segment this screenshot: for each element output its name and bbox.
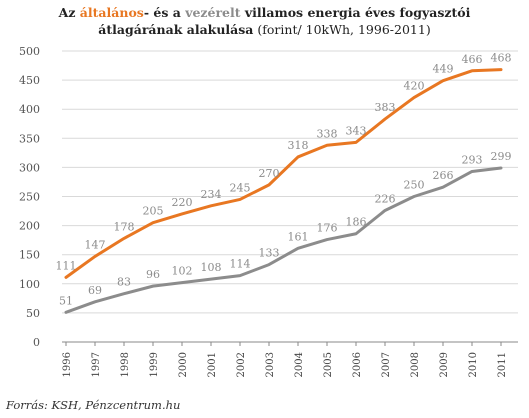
title-part2: - és a [143, 5, 186, 20]
data-label-vezerelt-2000: 102 [172, 265, 193, 278]
x-tick-label-2002: 2002 [236, 352, 247, 377]
y-tick-label-150: 150 [19, 249, 40, 262]
data-label-altalanos-2001: 234 [201, 188, 222, 201]
chart-title: Az általános- és a vezérelt villamos ene… [0, 4, 529, 38]
data-label-altalanos-1998: 178 [114, 220, 135, 233]
x-tick-label-2001: 2001 [207, 352, 218, 377]
data-label-altalanos-1996: 111 [56, 259, 77, 272]
data-label-vezerelt-2007: 226 [375, 192, 396, 205]
x-tick-label-2007: 2007 [381, 352, 392, 377]
data-label-altalanos-1999: 205 [143, 205, 164, 218]
data-label-altalanos-2002: 245 [230, 181, 251, 194]
title-highlight-vezerelt: vezérelt [185, 5, 241, 20]
x-tick-label-1998: 1998 [120, 352, 131, 377]
x-tick-label-2009: 2009 [439, 352, 450, 377]
data-label-vezerelt-2001: 108 [201, 261, 222, 274]
data-label-vezerelt-2003: 133 [259, 247, 280, 260]
series-line-altalanos [64, 68, 503, 279]
data-label-vezerelt-2005: 176 [317, 222, 338, 235]
data-label-altalanos-2004: 318 [288, 139, 309, 152]
x-tick-label-2008: 2008 [410, 352, 421, 377]
data-label-altalanos-2010: 466 [462, 53, 483, 66]
data-label-altalanos-2006: 343 [346, 124, 367, 137]
x-tick-label-2010: 2010 [468, 352, 479, 377]
title-line2-bold: átlagárának alakulása [98, 22, 254, 37]
y-tick-label-200: 200 [19, 220, 40, 233]
data-label-altalanos-2009: 449 [433, 63, 454, 76]
x-tick-label-2006: 2006 [352, 352, 363, 377]
title-line2-rest: (forint/ 10kWh, 1996-2011) [253, 22, 431, 37]
data-label-altalanos-1997: 147 [85, 238, 106, 251]
data-label-vezerelt-1999: 96 [146, 268, 160, 281]
data-label-vezerelt-2004: 161 [288, 230, 309, 243]
y-tick-label-100: 100 [19, 278, 40, 291]
data-label-altalanos-2003: 270 [259, 167, 280, 180]
y-tick-label-500: 500 [19, 45, 40, 58]
data-label-altalanos-2008: 420 [404, 80, 425, 93]
data-label-vezerelt-2008: 250 [404, 179, 425, 192]
data-label-altalanos-2011: 468 [491, 52, 512, 65]
x-tick-label-2004: 2004 [294, 352, 305, 377]
title-part3: villamos energia éves fogyasztói [240, 5, 471, 20]
data-label-vezerelt-1996: 51 [59, 294, 73, 307]
title-part1: Az [58, 5, 80, 20]
data-label-vezerelt-2006: 186 [346, 216, 367, 229]
data-label-altalanos-2005: 338 [317, 127, 338, 140]
data-label-vezerelt-2002: 114 [230, 258, 251, 271]
data-label-altalanos-2007: 383 [375, 101, 396, 114]
y-tick-label-350: 350 [19, 132, 40, 145]
y-tick-label-300: 300 [19, 161, 40, 174]
data-label-vezerelt-1998: 83 [117, 276, 131, 289]
title-highlight-altalanos: általános [79, 5, 144, 20]
data-label-vezerelt-2010: 293 [462, 153, 483, 166]
data-label-vezerelt-2009: 266 [433, 169, 454, 182]
data-label-altalanos-2000: 220 [172, 196, 193, 209]
data-label-vezerelt-1997: 69 [88, 284, 102, 297]
x-tick-label-2003: 2003 [265, 352, 276, 377]
x-tick-label-2005: 2005 [323, 352, 334, 377]
source-note: Forrás: KSH, Pénzcentrum.hu [6, 398, 181, 412]
y-tick-label-0: 0 [33, 336, 40, 349]
series-line-vezerelt [64, 166, 503, 314]
y-tick-label-50: 50 [26, 307, 40, 320]
chart-title-line2: átlagárának alakulása (forint/ 10kWh, 19… [0, 21, 529, 38]
y-tick-label-450: 450 [19, 74, 40, 87]
x-tick-label-2000: 2000 [178, 352, 189, 377]
x-tick-label-1996: 1996 [62, 352, 73, 377]
x-tick-label-2011: 2011 [497, 352, 508, 377]
x-tick-label-1997: 1997 [91, 352, 102, 377]
chart-title-line1: Az általános- és a vezérelt villamos ene… [0, 4, 529, 21]
y-tick-label-250: 250 [19, 191, 40, 204]
y-tick-label-400: 400 [19, 103, 40, 116]
data-label-vezerelt-2011: 299 [491, 150, 512, 163]
x-tick-label-1999: 1999 [149, 352, 160, 377]
